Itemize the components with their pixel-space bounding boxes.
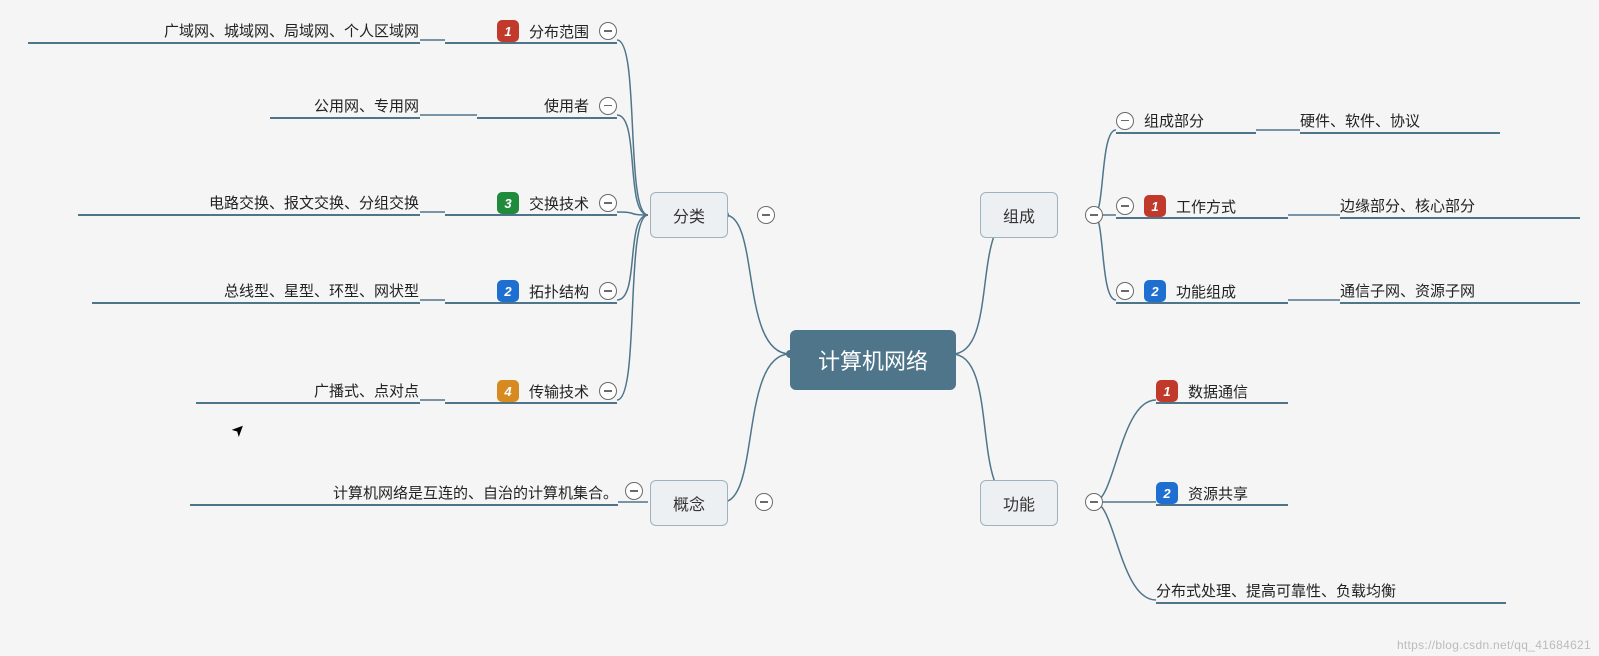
- toggle-icon[interactable]: [1116, 112, 1134, 130]
- subnode-comp-func[interactable]: 2 功能组成: [1116, 280, 1236, 302]
- subnode-func-share[interactable]: 2 资源共享: [1156, 482, 1248, 504]
- subnode-switch-label: 交换技术: [529, 193, 589, 214]
- leaf-concept: 计算机网络是互连的、自治的计算机集合。: [333, 482, 618, 503]
- underline: [1156, 504, 1288, 506]
- leaf-topo: 总线型、星型、环型、网状型: [224, 280, 419, 301]
- underline: [196, 402, 420, 404]
- underline: [477, 117, 617, 119]
- underline: [445, 214, 617, 216]
- category-compose-label: 组成: [1003, 209, 1035, 226]
- badge-icon: 2: [497, 280, 519, 302]
- underline: [1156, 602, 1506, 604]
- category-classify-label: 分类: [673, 209, 705, 226]
- subnode-comp-parts[interactable]: 组成部分: [1116, 110, 1204, 131]
- leaf-comp-work: 边缘部分、核心部分: [1340, 195, 1475, 216]
- underline: [190, 504, 618, 506]
- toggle-icon[interactable]: [599, 22, 617, 40]
- category-concept[interactable]: 概念: [650, 480, 728, 526]
- watermark-text: https://blog.csdn.net/qq_41684621: [1397, 638, 1591, 652]
- leaf-comp-func: 通信子网、资源子网: [1340, 280, 1475, 301]
- badge-icon: 1: [1156, 380, 1178, 402]
- badge-icon: 1: [1144, 195, 1166, 217]
- toggle-icon[interactable]: [625, 482, 643, 500]
- category-classify[interactable]: 分类: [650, 192, 728, 238]
- badge-icon: 4: [497, 380, 519, 402]
- underline: [78, 214, 420, 216]
- underline: [28, 42, 420, 44]
- badge-icon: 2: [1144, 280, 1166, 302]
- toggle-icon[interactable]: [599, 282, 617, 300]
- subnode-user-label: 使用者: [544, 95, 589, 116]
- subnode-func-dist-label: 分布式处理、提高可靠性、负载均衡: [1156, 580, 1396, 601]
- leaf-user: 公用网、专用网: [314, 95, 419, 116]
- toggle-icon[interactable]: [1085, 493, 1103, 511]
- toggle-icon[interactable]: [1116, 197, 1134, 215]
- subnode-user[interactable]: 使用者: [544, 95, 617, 116]
- leaf-range: 广域网、城域网、局域网、个人区域网: [164, 20, 419, 41]
- underline: [1300, 132, 1500, 134]
- toggle-icon[interactable]: [599, 194, 617, 212]
- leaf-switch: 电路交换、报文交换、分组交换: [209, 192, 419, 213]
- subnode-func-data-label: 数据通信: [1188, 381, 1248, 402]
- underline: [270, 117, 420, 119]
- badge-icon: 1: [497, 20, 519, 42]
- underline: [1116, 132, 1256, 134]
- leaf-comp-parts: 硬件、软件、协议: [1300, 110, 1420, 131]
- subnode-topo[interactable]: 2 拓扑结构: [497, 280, 617, 302]
- subnode-range-label: 分布范围: [529, 21, 589, 42]
- subnode-func-data[interactable]: 1 数据通信: [1156, 380, 1248, 402]
- subnode-comp-parts-label: 组成部分: [1144, 110, 1204, 131]
- toggle-icon[interactable]: [755, 493, 773, 511]
- toggle-icon[interactable]: [599, 382, 617, 400]
- toggle-icon[interactable]: [1085, 206, 1103, 224]
- toggle-icon[interactable]: [757, 206, 775, 224]
- underline: [1340, 217, 1580, 219]
- underline: [445, 302, 617, 304]
- underline: [92, 302, 420, 304]
- subnode-trans-label: 传输技术: [529, 381, 589, 402]
- subnode-func-share-label: 资源共享: [1188, 483, 1248, 504]
- badge-icon: 2: [1156, 482, 1178, 504]
- leaf-trans: 广播式、点对点: [314, 380, 419, 401]
- subnode-concept[interactable]: [625, 482, 643, 500]
- underline: [1156, 402, 1288, 404]
- root-label: 计算机网络: [818, 349, 928, 374]
- subnode-range[interactable]: 1 分布范围: [497, 20, 617, 42]
- subnode-comp-work-label: 工作方式: [1176, 196, 1236, 217]
- root-node[interactable]: 计算机网络: [790, 330, 956, 390]
- subnode-comp-func-label: 功能组成: [1176, 281, 1236, 302]
- subnode-topo-label: 拓扑结构: [529, 281, 589, 302]
- toggle-icon[interactable]: [599, 97, 617, 115]
- subnode-trans[interactable]: 4 传输技术: [497, 380, 617, 402]
- underline: [1116, 217, 1288, 219]
- category-function[interactable]: 功能: [980, 480, 1058, 526]
- connector-svg: [0, 0, 1599, 656]
- underline: [1116, 302, 1288, 304]
- badge-icon: 3: [497, 192, 519, 214]
- category-concept-label: 概念: [673, 497, 705, 514]
- category-function-label: 功能: [1003, 497, 1035, 514]
- subnode-func-dist[interactable]: 分布式处理、提高可靠性、负载均衡: [1156, 580, 1396, 601]
- category-compose[interactable]: 组成: [980, 192, 1058, 238]
- underline: [445, 42, 617, 44]
- subnode-comp-work[interactable]: 1 工作方式: [1116, 195, 1236, 217]
- subnode-switch[interactable]: 3 交换技术: [497, 192, 617, 214]
- underline: [445, 402, 617, 404]
- underline: [1340, 302, 1580, 304]
- toggle-icon[interactable]: [1116, 282, 1134, 300]
